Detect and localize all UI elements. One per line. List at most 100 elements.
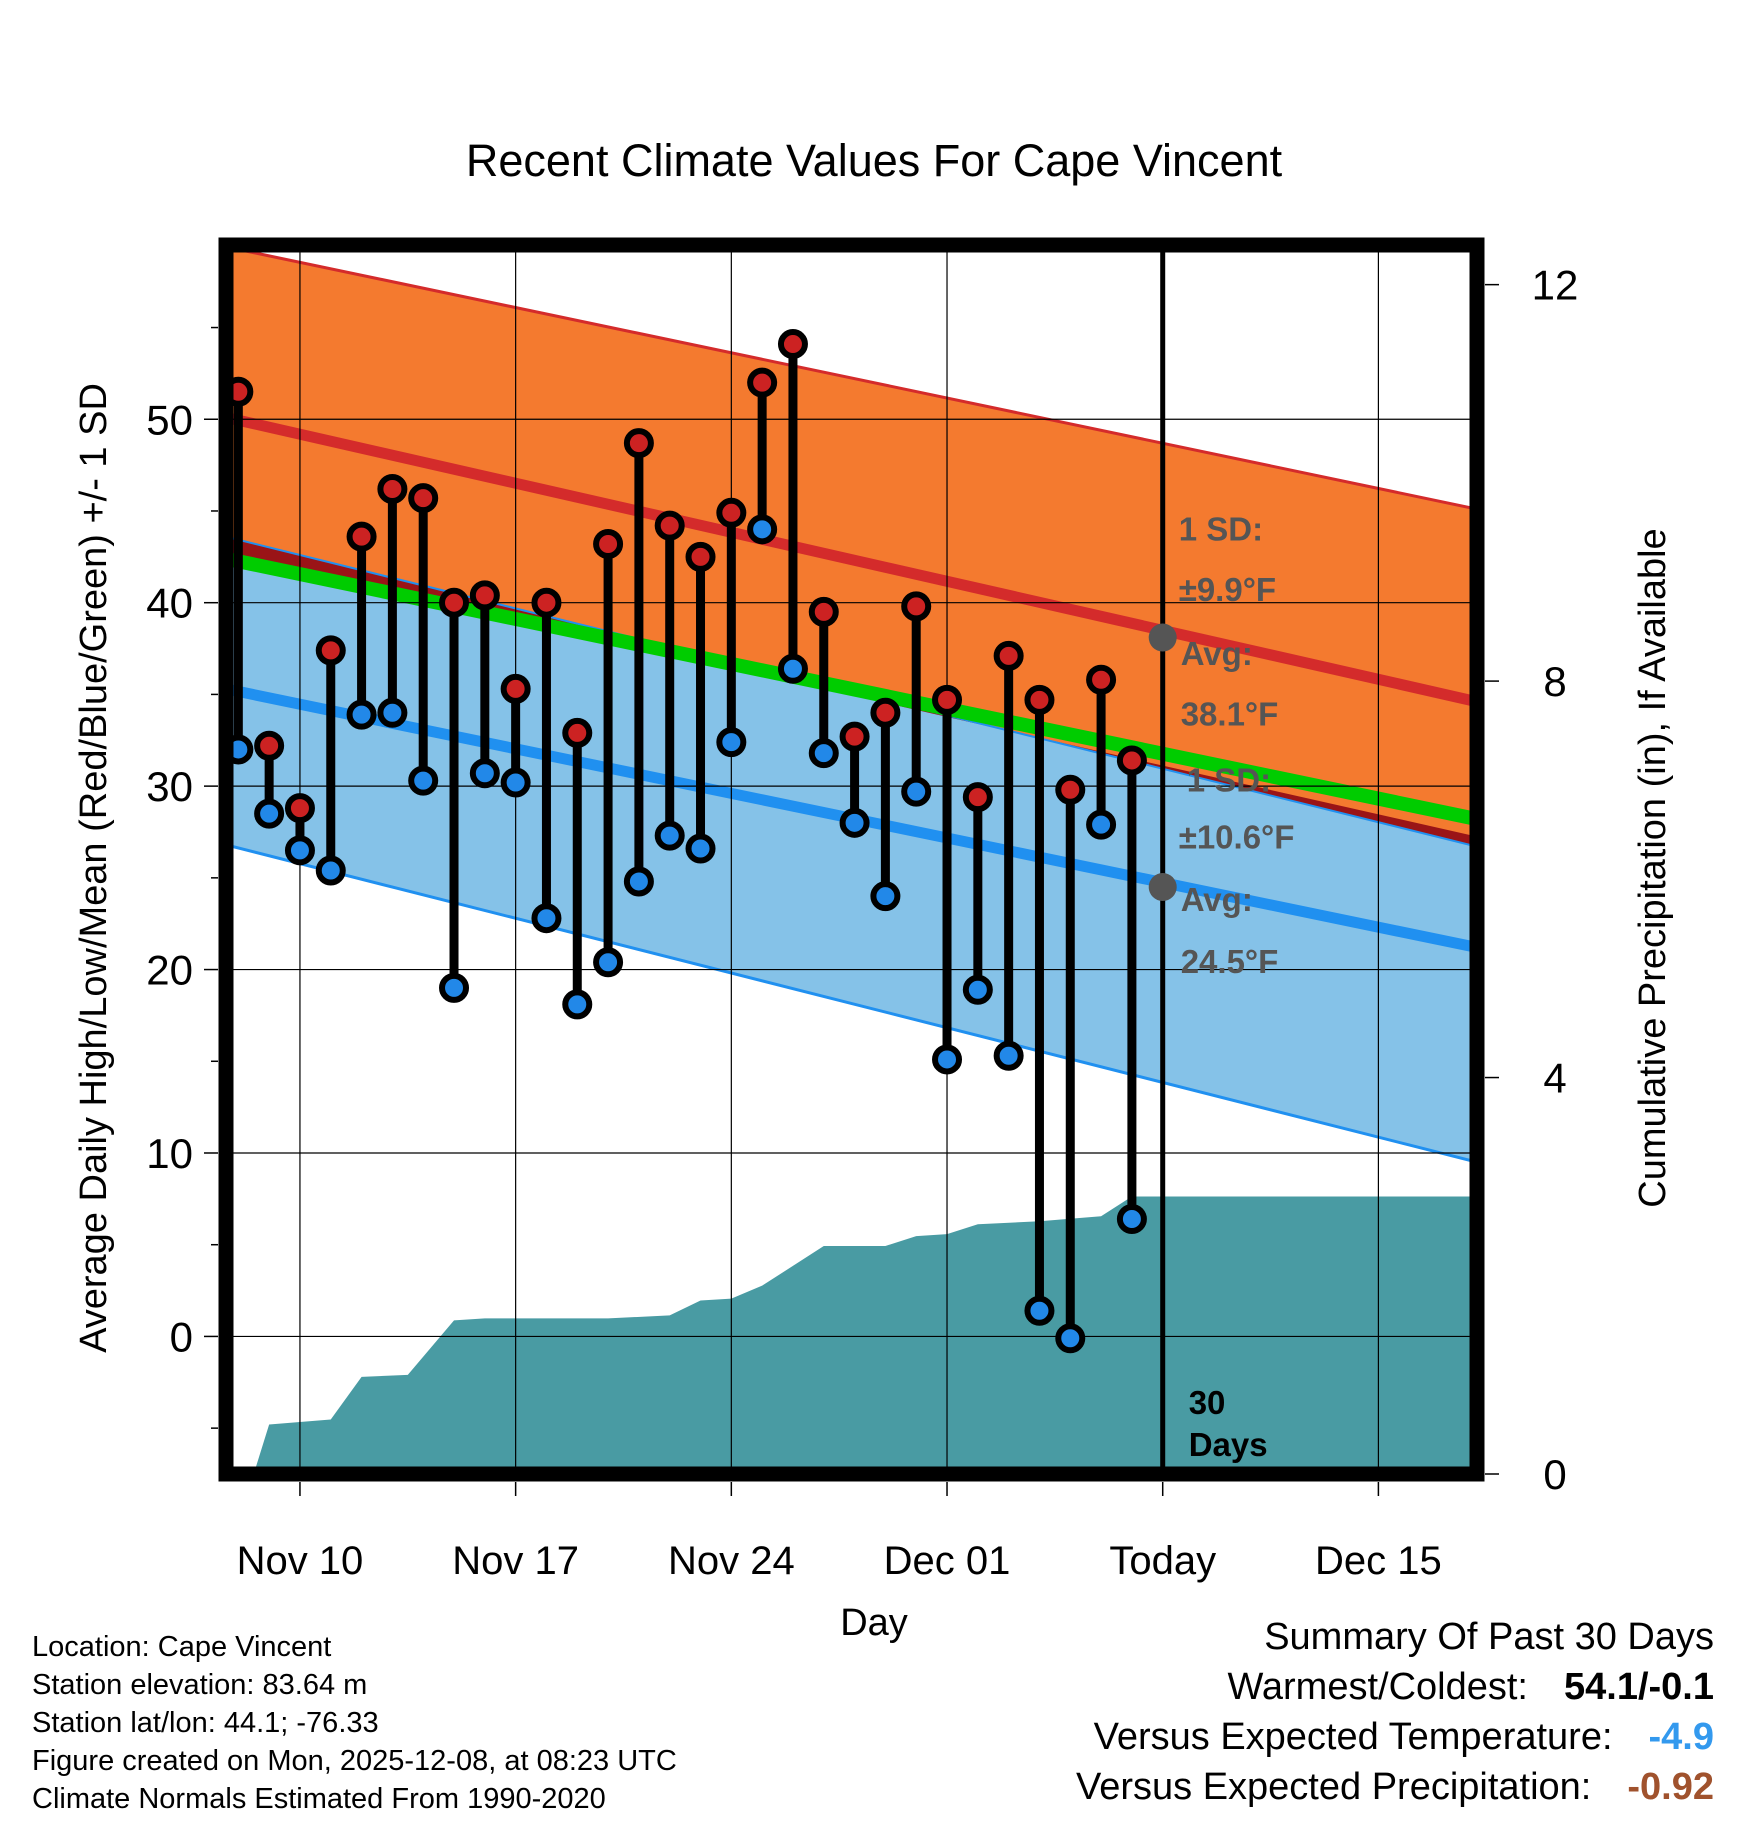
daily-low-point xyxy=(808,738,839,769)
warm-cold-value: 54.1/-0.1 xyxy=(1564,1666,1714,1708)
daily-low-point xyxy=(993,1040,1024,1071)
summary-precip: Versus Expected Precipitation: -0.92 xyxy=(1076,1762,1714,1812)
daily-high-point xyxy=(254,730,285,761)
info-latlon: Station lat/lon: 44.1; -76.33 xyxy=(32,1707,379,1739)
y-tick-label: 0 xyxy=(170,1313,193,1360)
daily-high-point xyxy=(562,717,593,748)
daily-low-point xyxy=(1086,809,1117,840)
daily-high-point xyxy=(839,721,870,752)
daily-low-point xyxy=(716,727,747,758)
daily-high-point xyxy=(777,329,808,360)
x-tick-label: Today xyxy=(1109,1539,1216,1583)
daily-high-point xyxy=(593,528,624,559)
daily-high-point xyxy=(346,521,377,552)
info-created: Figure created on Mon, 2025-12-08, at 08… xyxy=(32,1745,677,1777)
daily-high-point xyxy=(500,673,531,704)
x-tick-label: Nov 10 xyxy=(237,1539,364,1583)
daily-high-point xyxy=(993,640,1024,671)
plot-area: 1 SD: ±9.9°F Avg: 38.1°F 1 SD: ±10.6°F Avg: 24.… xyxy=(226,245,1477,1474)
precip-anomaly-value: -0.92 xyxy=(1627,1766,1714,1808)
daily-high-point xyxy=(808,596,839,627)
daily-low-point xyxy=(439,972,470,1003)
low-avg-value: 24.5°F xyxy=(1181,943,1279,980)
daily-low-point xyxy=(346,699,377,730)
normal-high-line xyxy=(226,412,1477,708)
daily-low-point xyxy=(593,947,624,978)
days-label-number: 30 xyxy=(1189,1384,1226,1421)
daily-high-point xyxy=(623,428,654,459)
station-info: Location: Cape Vincent Station elevation… xyxy=(32,1628,677,1818)
daily-low-point xyxy=(408,765,439,796)
low-sd-value: ±10.6°F xyxy=(1179,818,1295,855)
daily-high-point xyxy=(439,587,470,618)
daily-low-point xyxy=(469,758,500,789)
y-tick-label: 40 xyxy=(146,580,193,627)
y2-tick-label: 4 xyxy=(1543,1055,1566,1102)
x-tick-label: Nov 17 xyxy=(452,1539,579,1583)
daily-low-point xyxy=(1116,1204,1147,1235)
daily-high-point xyxy=(685,541,716,572)
daily-low-point xyxy=(747,514,778,545)
daily-high-point xyxy=(901,591,932,622)
daily-low-point xyxy=(1024,1295,1055,1326)
daily-low-point xyxy=(839,807,870,838)
daily-low-point xyxy=(685,833,716,864)
precip-label: Versus Expected Precipitation: xyxy=(1075,1766,1592,1808)
y-tick-label: 50 xyxy=(146,396,193,443)
daily-low-point xyxy=(1055,1323,1086,1354)
today-high-avg-marker xyxy=(1148,623,1177,652)
summary-temp: Versus Expected Temperature: -4.9 xyxy=(1076,1712,1714,1762)
daily-high-point xyxy=(932,684,963,715)
daily-high-point xyxy=(1086,664,1117,695)
cumulative-precip-area xyxy=(226,1196,1477,1474)
x-tick-label: Dec 01 xyxy=(884,1539,1011,1583)
daily-low-point xyxy=(870,881,901,912)
daily-high-point xyxy=(962,782,993,813)
daily-high-point xyxy=(870,697,901,728)
daily-low-point xyxy=(531,903,562,934)
daily-low-point xyxy=(284,835,315,866)
daily-high-point xyxy=(408,483,439,514)
warm-cold-label: Warmest/Coldest: xyxy=(1227,1666,1528,1708)
daily-high-point xyxy=(1116,745,1147,776)
daily-high-point xyxy=(1024,684,1055,715)
daily-low-point xyxy=(500,767,531,798)
summary-title: Summary Of Past 30 Days xyxy=(1264,1616,1714,1658)
summary-warm-cold: Warmest/Coldest: 54.1/-0.1 xyxy=(1076,1662,1714,1712)
info-normals: Climate Normals Estimated From 1990-2020 xyxy=(32,1783,606,1815)
y-axis-label: Average Daily High/Low/Mean (Red/Blue/Gr… xyxy=(73,383,115,1353)
daily-low-point xyxy=(315,855,346,886)
daily-high-point xyxy=(284,793,315,824)
low-sd-label: 1 SD: xyxy=(1187,762,1271,799)
y2-tick-label: 8 xyxy=(1543,658,1566,705)
daily-low-point xyxy=(623,866,654,897)
plot-frame xyxy=(218,237,1485,1482)
daily-low-point xyxy=(901,776,932,807)
daily-low-point xyxy=(777,653,808,684)
days-label-text: Days xyxy=(1189,1426,1268,1463)
daily-high-point xyxy=(716,497,747,528)
daily-low-point xyxy=(654,820,685,851)
chart-title: Recent Climate Values For Cape Vincent xyxy=(466,135,1283,186)
y2-tick-label: 0 xyxy=(1543,1451,1566,1498)
x-axis-label: Day xyxy=(840,1602,908,1644)
daily-high-point xyxy=(377,473,408,504)
high-sd-value: ±9.9°F xyxy=(1179,571,1276,608)
daily-low-point xyxy=(932,1044,963,1075)
y2-tick-label: 12 xyxy=(1532,262,1579,309)
y-tick-label: 10 xyxy=(146,1130,193,1177)
y-tick-label: 30 xyxy=(146,763,193,810)
daily-high-point xyxy=(469,580,500,611)
daily-low-point xyxy=(254,798,285,829)
summary-panel: Summary Of Past 30 Days Warmest/Coldest:… xyxy=(1076,1612,1714,1812)
low-sd-lower-line xyxy=(226,843,1477,1164)
x-tick-label: Nov 24 xyxy=(668,1539,795,1583)
high-sd-label: 1 SD: xyxy=(1179,510,1263,547)
normal-mean-line xyxy=(226,551,1477,826)
daily-high-point xyxy=(654,510,685,541)
daily-low-point xyxy=(962,974,993,1005)
axes: 0 10 20 30 40 50 0 4 8 12 Nov 10 Nov 17 Nov 24 Dec 01… xyxy=(146,237,1579,1583)
temp-anomaly-value: -4.9 xyxy=(1648,1716,1714,1758)
info-elevation: Station elevation: 83.64 m xyxy=(32,1669,368,1701)
